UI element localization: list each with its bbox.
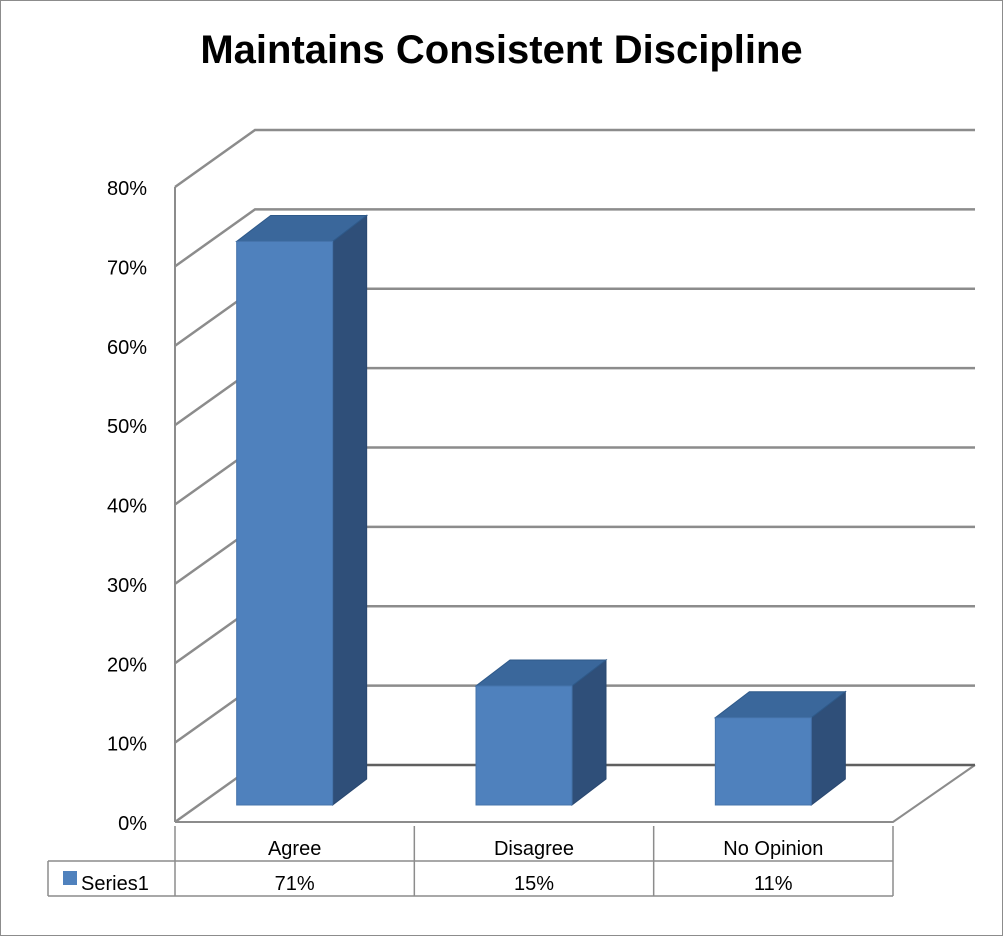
legend-swatch xyxy=(63,871,77,885)
bars xyxy=(235,214,847,807)
data-label: 11% xyxy=(754,873,793,895)
y-tick-label: 80% xyxy=(107,178,147,200)
y-axis-ticks: 0% 10% 20% 30% 40% 50% 60% 70% 80% xyxy=(107,178,147,835)
bar xyxy=(474,658,608,807)
x-category-label: Agree xyxy=(268,838,321,860)
chart-title: Maintains Consistent Discipline xyxy=(200,28,803,72)
data-label: 15% xyxy=(514,873,554,895)
gridline xyxy=(174,208,975,268)
y-tick-label: 70% xyxy=(107,257,147,279)
y-tick-label: 10% xyxy=(107,734,147,756)
x-category-label: Disagree xyxy=(494,838,574,860)
bar-front-face xyxy=(714,717,812,806)
bar xyxy=(235,214,369,807)
y-tick-label: 60% xyxy=(107,337,147,359)
data-label: 71% xyxy=(275,873,315,895)
bar-front-face xyxy=(236,240,334,806)
gridline xyxy=(174,128,975,189)
y-tick-label: 0% xyxy=(118,813,147,835)
y-tick-label: 40% xyxy=(107,496,147,518)
x-category-label: No Opinion xyxy=(723,838,823,860)
bar-side-face xyxy=(332,214,368,807)
y-tick-label: 20% xyxy=(107,654,147,676)
data-table: Agree 71% Disagree 15% No Opinion 11% Series1 xyxy=(47,826,894,897)
legend-series-name: Series1 xyxy=(81,873,149,895)
bar xyxy=(713,690,847,807)
y-tick-label: 30% xyxy=(107,575,147,597)
bar-front-face xyxy=(475,685,573,806)
y-tick-label: 50% xyxy=(107,416,147,438)
floor-edge xyxy=(175,764,976,823)
